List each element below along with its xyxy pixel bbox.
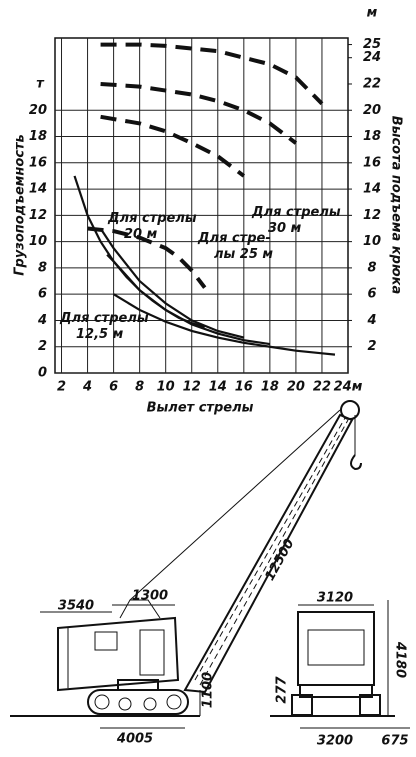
y2-tick-label: 4 bbox=[366, 313, 376, 328]
dimension: 3120 bbox=[317, 591, 353, 606]
y2-unit: м bbox=[367, 6, 378, 21]
x-tick-label: 8 bbox=[135, 380, 144, 395]
dimension: 3200 bbox=[317, 734, 353, 749]
x-tick-label: 14 bbox=[209, 380, 227, 395]
x-tick-label: 6 bbox=[109, 380, 118, 395]
wheel bbox=[166, 694, 182, 710]
y2-tick-label: 18 bbox=[363, 129, 381, 144]
y2-tick-label: 8 bbox=[367, 260, 376, 275]
y-tick-label: 4 bbox=[37, 313, 47, 328]
series-label: Для стрелы 12,5 м bbox=[59, 311, 149, 342]
crane-front-view bbox=[270, 600, 410, 729]
y-tick-label: 0 bbox=[38, 366, 47, 381]
dimension: 1100 bbox=[201, 672, 216, 708]
x-tick-label: 12 bbox=[183, 380, 201, 395]
x-tick-label: 2 bbox=[57, 380, 66, 395]
y2-tick-label: 22 bbox=[363, 76, 381, 91]
hook bbox=[350, 454, 362, 471]
hook-height-curve bbox=[100, 114, 246, 178]
window bbox=[94, 631, 118, 651]
y2-tick-label: 2 bbox=[367, 339, 376, 354]
y2-tick-label: 25 bbox=[363, 37, 381, 52]
track bbox=[291, 694, 313, 716]
y-axis-label: Грузоподъемность bbox=[13, 134, 28, 276]
y-tick-label: 2 bbox=[38, 339, 47, 354]
hook-height-curve bbox=[87, 226, 207, 289]
sheave bbox=[340, 400, 360, 420]
y-tick-label: 10 bbox=[29, 234, 47, 249]
series-label: Для стре-лы 25 м bbox=[197, 231, 273, 262]
dimension: 4180 bbox=[393, 641, 408, 678]
x-tick-label: 10 bbox=[157, 380, 175, 395]
wheel bbox=[143, 697, 157, 711]
y2-tick-label: 12 bbox=[363, 208, 381, 223]
dimension: 1300 bbox=[132, 589, 168, 604]
y-tick-label: 8 bbox=[38, 260, 47, 275]
y2-tick-label: 14 bbox=[363, 182, 381, 197]
x-tick-label: 4 bbox=[82, 380, 92, 395]
track bbox=[87, 689, 189, 715]
crane-side-view bbox=[10, 400, 362, 729]
y2-tick-label: 10 bbox=[363, 234, 381, 249]
series-label: Для стрелы 20 м bbox=[107, 211, 197, 242]
window bbox=[307, 629, 365, 666]
y2-tick-label: 24 bbox=[363, 50, 381, 65]
wheel bbox=[94, 694, 110, 710]
x-tick-label: 22 bbox=[313, 380, 331, 395]
y2-tick-label: 20 bbox=[363, 103, 381, 118]
series-label: Для стрелы 30 м bbox=[251, 205, 341, 236]
x-tick-label: 24м bbox=[334, 380, 363, 395]
y-tick-label: 6 bbox=[38, 287, 47, 302]
capacity-curve bbox=[113, 293, 336, 356]
y-unit: т bbox=[36, 77, 45, 92]
dimension: 4005 bbox=[116, 732, 153, 747]
a-frame bbox=[119, 599, 161, 619]
y2-tick-label: 16 bbox=[363, 155, 381, 170]
y2-axis-label: Высота подъема крюка bbox=[389, 116, 404, 294]
x-tick-label: 16 bbox=[235, 380, 253, 395]
dimension: 675 bbox=[381, 734, 408, 749]
y2-tick-label: 6 bbox=[367, 287, 376, 302]
y-tick-label: 14 bbox=[29, 182, 47, 197]
door bbox=[139, 629, 165, 676]
y-tick-label: 18 bbox=[29, 129, 47, 144]
cab bbox=[297, 611, 375, 686]
x-tick-label: 20 bbox=[287, 380, 305, 395]
y-tick-label: 20 bbox=[29, 103, 47, 118]
capacity-curve bbox=[106, 253, 271, 346]
cab bbox=[57, 616, 180, 692]
hook-height-curve bbox=[100, 81, 298, 145]
boom-lattice bbox=[194, 417, 349, 686]
capacity-curve bbox=[99, 227, 245, 339]
x-tick-label: 18 bbox=[261, 380, 279, 395]
hook-height-curve bbox=[100, 42, 324, 106]
boom-rope bbox=[129, 409, 341, 601]
y-tick-label: 12 bbox=[29, 208, 47, 223]
boom bbox=[183, 413, 354, 694]
y-tick-label: 16 bbox=[29, 155, 47, 170]
wheel bbox=[118, 697, 132, 711]
x-axis-label: Вылет стрелы bbox=[147, 401, 254, 416]
track bbox=[359, 694, 381, 716]
dimension: 277 bbox=[275, 675, 290, 703]
dimension: 3540 bbox=[58, 599, 94, 614]
